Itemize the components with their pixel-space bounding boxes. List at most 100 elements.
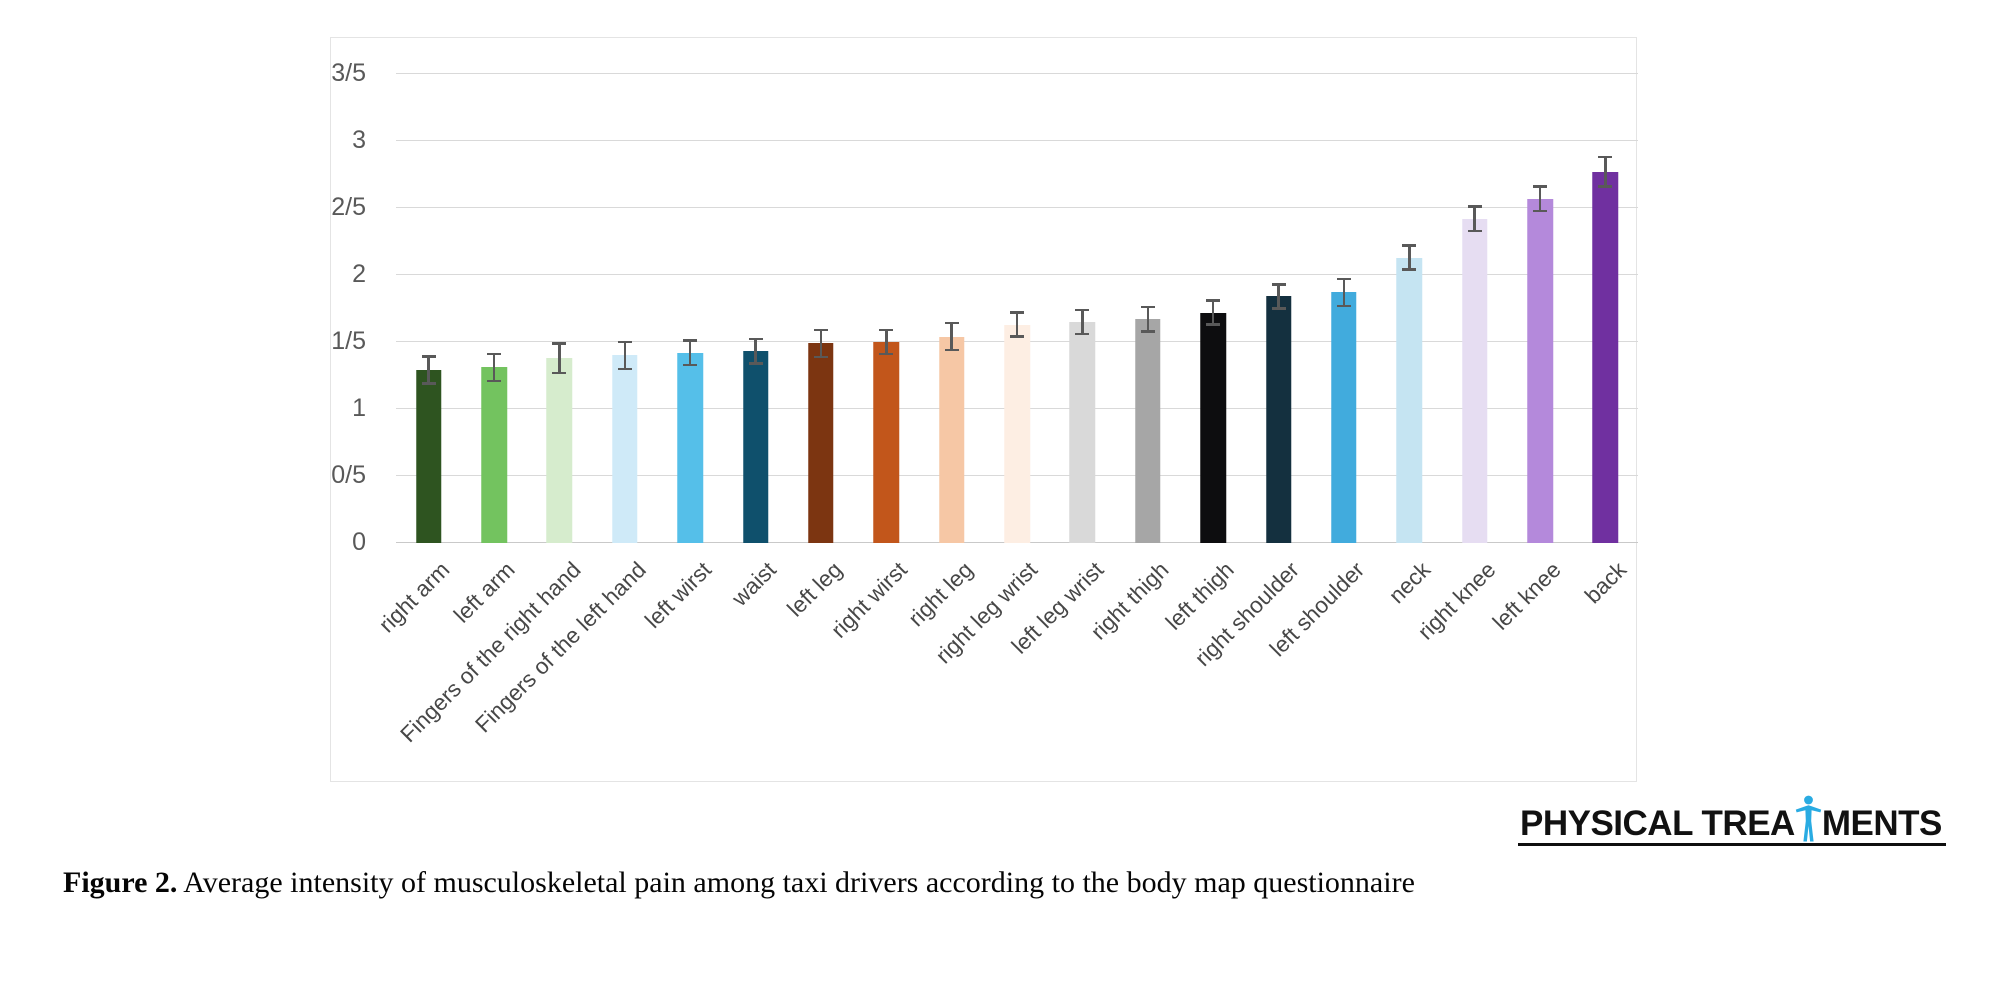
bar-slot: [1050, 74, 1115, 543]
error-bar-line: [1211, 299, 1215, 326]
bar-slot: [1246, 74, 1311, 543]
gridline: [396, 273, 1638, 275]
bar-slot: [396, 74, 461, 543]
error-bar: [1075, 308, 1090, 336]
error-bar: [552, 342, 567, 375]
bar-slot: [1507, 74, 1572, 543]
bar-slot: [919, 74, 984, 543]
bar-right-arm: [415, 370, 442, 543]
error-bar-line: [1146, 305, 1150, 333]
bar-right-thigh: [1135, 319, 1161, 543]
x-tick-label: back: [1579, 557, 1632, 609]
error-bar-line: [950, 321, 953, 352]
bar-right-knee: [1461, 218, 1488, 543]
error-bar-line: [492, 352, 496, 383]
bar-slot: [461, 74, 526, 543]
error-bar: [617, 340, 632, 371]
bar-slot: [658, 74, 723, 543]
chart-panel: 0 0/5 1 1/5 2 2/5 3 3/5 right arm left arm Finger…: [330, 37, 1638, 782]
error-bar-line: [885, 328, 888, 356]
y-axis-tick-labels: 0 0/5 1 1/5 2 2/5 3 3/5: [331, 38, 381, 781]
error-bar: [1467, 205, 1482, 233]
x-tick-label: left knee: [1487, 557, 1566, 635]
person-icon: [1795, 795, 1822, 842]
x-tick-label: neck: [1383, 557, 1435, 609]
bar-slot: [1115, 74, 1180, 543]
bar-slot: [984, 74, 1049, 543]
error-bar-line: [1277, 283, 1280, 310]
figure-caption-text: Average intensity of musculoskeletal pai…: [177, 866, 1415, 899]
error-bar: [1271, 283, 1286, 310]
error-bar-line: [427, 355, 430, 385]
error-bar-line: [558, 342, 561, 375]
bar-left-wirst: [677, 352, 703, 543]
error-bar: [1336, 277, 1351, 308]
plot-area: [396, 72, 1638, 543]
y-tick-label: 0: [352, 528, 366, 556]
error-bar-line: [1604, 155, 1607, 188]
bar-left-knee: [1527, 198, 1553, 543]
error-bar: [944, 321, 959, 352]
figure-caption-label: Figure 2.: [63, 866, 178, 899]
bar-fingers-of-the-left-hand: [612, 355, 638, 543]
error-bar-line: [1015, 311, 1019, 338]
y-tick-label: 2/5: [331, 193, 366, 221]
error-bar: [1206, 299, 1221, 326]
error-bar: [421, 355, 436, 385]
bar-right-leg-wrist: [1004, 324, 1030, 543]
error-bar-line: [1538, 185, 1542, 213]
bar-fingers-of-the-right-hand: [546, 358, 573, 543]
y-tick-label: 3: [352, 126, 366, 154]
error-bar-line: [819, 328, 823, 359]
bar-left-leg-wrist: [1069, 321, 1096, 543]
error-bar-line: [1081, 308, 1084, 336]
bar-back: [1592, 171, 1619, 543]
bar-slot: [723, 74, 788, 543]
error-bar: [1402, 244, 1417, 271]
y-tick-label: 0/5: [331, 461, 366, 489]
error-bar-line: [1473, 205, 1476, 233]
bar-neck: [1396, 257, 1423, 543]
y-tick-label: 3/5: [331, 59, 366, 87]
bar-slot: [1442, 74, 1507, 543]
logo-text-left: PHYSICAL TREA: [1520, 804, 1795, 843]
bar-slot: [1181, 74, 1246, 543]
bar-left-thigh: [1200, 312, 1226, 543]
bar-left-arm: [481, 367, 507, 543]
bar-slot: [854, 74, 919, 543]
error-bar: [1010, 311, 1025, 338]
bar-right-shoulder: [1265, 296, 1292, 543]
error-bar: [487, 352, 502, 383]
error-bar-line: [754, 337, 757, 365]
x-axis-tick-labels: right arm left arm Fingers of the right ha…: [374, 543, 1638, 781]
error-bar-line: [688, 339, 692, 367]
bars-layer: [396, 74, 1638, 543]
error-bar-line: [1408, 244, 1411, 271]
error-bar: [1598, 155, 1613, 188]
error-bar: [879, 328, 894, 356]
journal-logo: PHYSICAL TREA MENTS: [1518, 795, 1946, 846]
y-tick-label: 1/5: [331, 327, 366, 355]
bar-left-leg: [808, 343, 834, 543]
error-bar: [748, 337, 763, 365]
error-bar: [1140, 305, 1155, 333]
x-tick-label: left wirst: [639, 557, 716, 634]
bar-left-shoulder: [1331, 292, 1357, 543]
error-bar-line: [1342, 277, 1346, 308]
y-tick-label: 1: [352, 394, 366, 422]
x-tick-label: waist: [727, 557, 782, 611]
error-bar: [1533, 185, 1548, 213]
bar-slot: [788, 74, 853, 543]
bar-slot: [527, 74, 592, 543]
bar-slot: [592, 74, 657, 543]
error-bar-line: [623, 340, 627, 371]
figure-caption: Figure 2. Average intensity of musculosk…: [63, 866, 1415, 900]
bar-slot: [1377, 74, 1442, 543]
logo-text-right: MENTS: [1821, 804, 1943, 843]
gridline: [396, 72, 1638, 74]
y-tick-label: 2: [352, 260, 366, 288]
bar-right-wirst: [873, 342, 900, 543]
bar-waist: [742, 351, 769, 543]
bar-slot: [1573, 74, 1638, 543]
